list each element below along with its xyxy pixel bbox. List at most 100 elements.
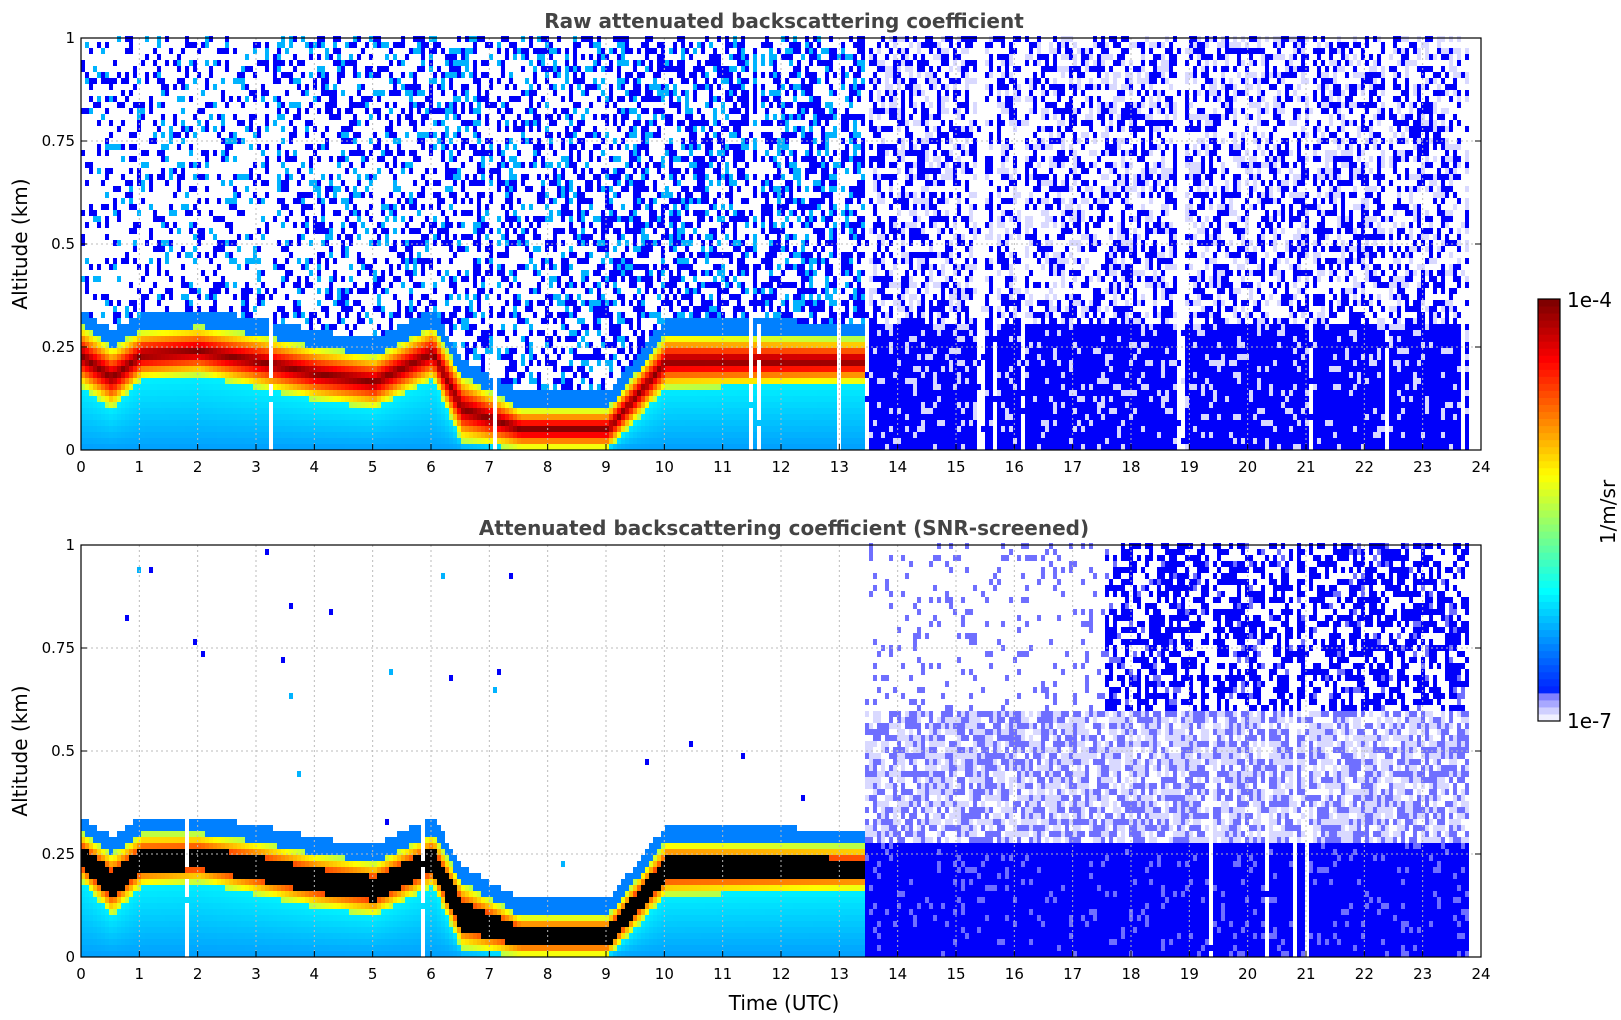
heatmap-cell — [181, 246, 185, 252]
heatmap-cell — [157, 102, 161, 108]
heatmap-cell — [169, 132, 173, 138]
heatmap-cell — [93, 336, 97, 342]
heatmap-cell — [189, 354, 193, 360]
heatmap-cell — [93, 402, 97, 408]
heatmap-cell — [165, 288, 169, 294]
heatmap-cell — [97, 360, 101, 366]
heatmap-cell — [181, 336, 185, 342]
heatmap-cell — [189, 360, 193, 366]
heatmap-cell — [173, 360, 177, 366]
heatmap-cell — [101, 72, 105, 78]
heatmap-cell — [105, 234, 109, 240]
heatmap-cell — [117, 72, 121, 78]
heatmap-cell — [177, 78, 181, 84]
heatmap-cell — [93, 330, 97, 336]
heatmap-cell — [157, 438, 161, 444]
heatmap-cell — [133, 132, 137, 138]
heatmap-cell — [145, 72, 149, 78]
heatmap-cell — [145, 318, 149, 324]
heatmap-cell — [113, 402, 117, 408]
heatmap-cell — [165, 318, 169, 324]
heatmap-cell — [185, 432, 189, 438]
heatmap-cell — [129, 198, 133, 204]
heatmap-cell — [85, 378, 89, 384]
heatmap-cell — [169, 318, 173, 324]
heatmap-cell — [93, 294, 97, 300]
heatmap-cell — [189, 372, 193, 378]
heatmap-cell — [133, 246, 137, 252]
heatmap-cell — [153, 360, 157, 366]
heatmap-cell — [125, 306, 129, 312]
heatmap-cell — [145, 354, 149, 360]
heatmap-cell — [161, 156, 165, 162]
heatmap-cell — [97, 354, 101, 360]
heatmap-cell — [121, 144, 125, 150]
heatmap-cell — [121, 198, 125, 204]
heatmap-cell — [153, 402, 157, 408]
figure: Raw attenuated backscattering coefficien… — [0, 0, 1621, 1020]
heatmap-cell — [125, 36, 129, 42]
heatmap-cell — [161, 312, 165, 318]
heatmap-cell — [93, 420, 97, 426]
heatmap-cell — [125, 336, 129, 342]
heatmap-cell — [161, 378, 165, 384]
heatmap-cell — [141, 324, 145, 330]
heatmap-cell — [101, 432, 105, 438]
heatmap-cell — [181, 204, 185, 210]
heatmap-cell — [101, 414, 105, 420]
heatmap-cell — [117, 402, 121, 408]
heatmap-cell — [149, 228, 153, 234]
heatmap-cell — [173, 84, 177, 90]
heatmap-cell — [93, 390, 97, 396]
heatmap-cell — [189, 444, 193, 450]
heatmap-cell — [157, 294, 161, 300]
heatmap-cell — [161, 426, 165, 432]
heatmap-cell — [165, 420, 169, 426]
heatmap-cell — [161, 396, 165, 402]
heatmap-cell — [101, 426, 105, 432]
heatmap-cell — [105, 366, 109, 372]
heatmap-cell — [189, 366, 193, 372]
heatmap-cell — [145, 174, 149, 180]
heatmap-cell — [177, 312, 181, 318]
heatmap-cell — [141, 306, 145, 312]
heatmap-cell — [153, 132, 157, 138]
heatmap-cell — [93, 324, 97, 330]
heatmap-cell — [133, 438, 137, 444]
heatmap-cell — [185, 210, 189, 216]
heatmap-cell — [173, 222, 177, 228]
heatmap-cell — [85, 42, 89, 48]
heatmap-cell — [93, 426, 97, 432]
heatmap-cell — [141, 294, 145, 300]
heatmap-cell — [133, 258, 137, 264]
heatmap-cell — [149, 378, 153, 384]
heatmap-cell — [89, 390, 93, 396]
heatmap-cell — [89, 78, 93, 84]
heatmap-cell — [173, 390, 177, 396]
heatmap-cell — [181, 48, 185, 54]
heatmap-cell — [169, 168, 173, 174]
heatmap-cell — [157, 360, 161, 366]
heatmap-cell — [169, 246, 173, 252]
heatmap-cell — [145, 78, 149, 84]
heatmap-cell — [117, 336, 121, 342]
heatmap-cell — [153, 60, 157, 66]
heatmap-cell — [169, 276, 173, 282]
heatmap-cell — [129, 48, 133, 54]
heatmap-cell — [169, 348, 173, 354]
heatmap-cell — [177, 54, 181, 60]
heatmap-cell — [161, 294, 165, 300]
heatmap-cell — [129, 90, 133, 96]
heatmap-cell — [181, 108, 185, 114]
heatmap-cell — [161, 90, 165, 96]
heatmap-cell — [97, 264, 101, 270]
heatmap-cell — [133, 144, 137, 150]
heatmap-cell — [181, 366, 185, 372]
heatmap-cell — [129, 36, 133, 42]
heatmap-cell — [181, 408, 185, 414]
heatmap-cell — [129, 438, 133, 444]
heatmap-cell — [89, 168, 93, 174]
heatmap-cell — [101, 354, 105, 360]
heatmap-cell — [101, 444, 105, 450]
heatmap-cell — [105, 216, 109, 222]
